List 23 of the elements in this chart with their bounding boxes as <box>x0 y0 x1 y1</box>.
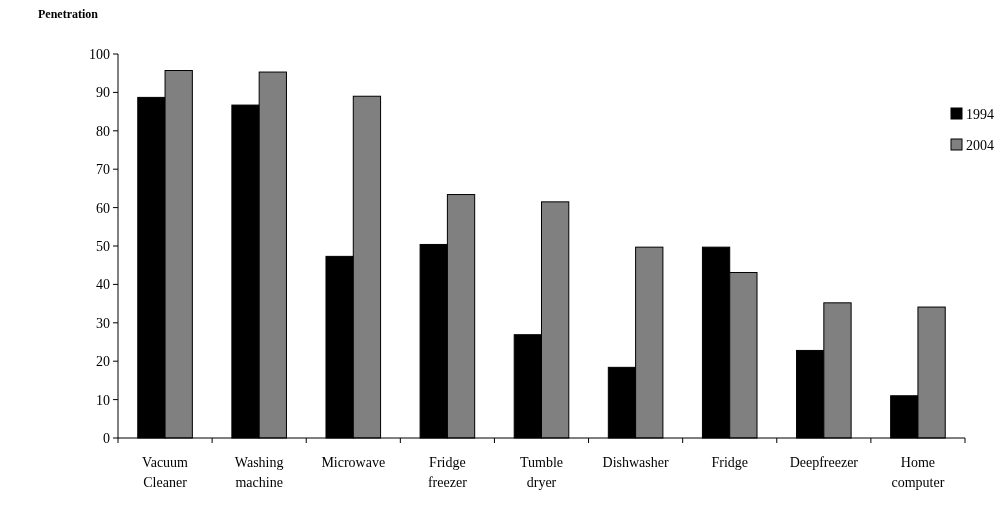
y-tick-label: 60 <box>96 200 110 216</box>
x-tick-label: Fridge freezer <box>427 455 468 490</box>
y-tick-label: 40 <box>96 277 110 293</box>
x-tick-label: Fridge <box>711 455 748 470</box>
y-tick-label: 30 <box>96 315 110 331</box>
y-tick-label: 20 <box>96 354 110 370</box>
y-tick-label: 90 <box>96 85 110 101</box>
legend-label: 1994 <box>966 106 994 122</box>
y-tick-label: 80 <box>96 123 110 139</box>
y-tick-label: 50 <box>96 238 110 254</box>
y-tick-label: 0 <box>103 430 110 446</box>
y-tick-label: 100 <box>89 46 110 62</box>
x-tick-label: Vacuum Cleaner <box>142 455 189 490</box>
y-axis-title: Penetration <box>38 7 99 21</box>
y-tick-label: 70 <box>96 162 110 178</box>
y-tick-label: 10 <box>96 392 110 408</box>
x-tick-label: Microwave <box>321 455 386 470</box>
x-tick-label: Dishwasher <box>602 455 669 470</box>
x-tick-label: Tumble dryer <box>519 455 564 490</box>
x-tick-label: Deepfreezer <box>789 455 859 470</box>
x-tick-label: Home computer <box>891 455 945 490</box>
x-tick-label: Washing machine <box>234 455 284 490</box>
legend-label: 2004 <box>966 137 994 153</box>
